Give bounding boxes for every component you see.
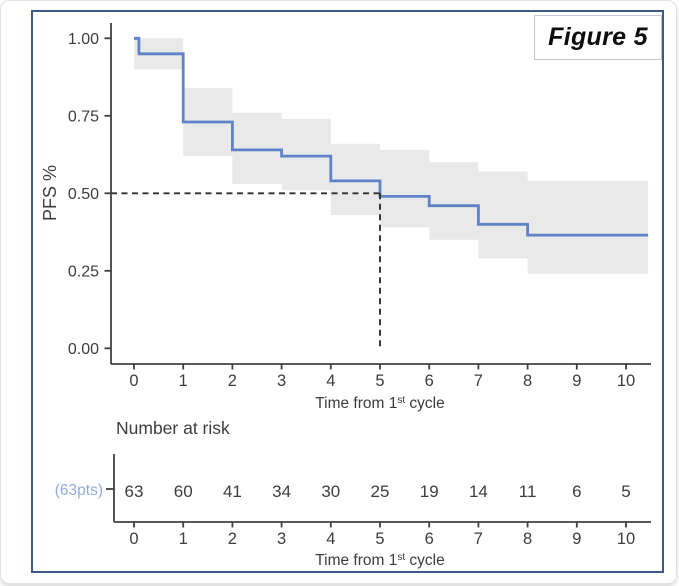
risk-x-tick-label: 8 <box>523 530 532 548</box>
risk-value: 5 <box>621 482 630 501</box>
risk-group-label: (63pts) <box>55 482 103 499</box>
figure-label-box: Figure 5 <box>534 15 662 60</box>
x-tick-label: 0 <box>129 372 138 390</box>
risk-value: 25 <box>371 482 390 501</box>
x-tick-label: 2 <box>228 372 237 390</box>
x-tick-label: 4 <box>326 372 335 390</box>
risk-x-tick-label: 9 <box>572 530 581 548</box>
x-tick-label: 10 <box>617 372 635 390</box>
figure-frame <box>31 10 664 573</box>
risk-value: 34 <box>272 482 291 501</box>
x-tick-label: 9 <box>572 372 581 390</box>
x-tick-label: 8 <box>523 372 532 390</box>
risk-x-tick-label: 1 <box>179 530 188 548</box>
y-axis-title: PFS % <box>40 165 60 221</box>
risk-value: 6 <box>572 482 581 501</box>
risk-x-tick-label: 4 <box>326 530 335 548</box>
risk-value: 41 <box>223 482 242 501</box>
risk-value: 19 <box>420 482 439 501</box>
risk-x-tick-label: 2 <box>228 530 237 548</box>
x-tick-label: 1 <box>179 372 188 390</box>
km-survival-curve <box>134 36 649 237</box>
risk-value: 14 <box>469 482 488 501</box>
risk-value: 11 <box>519 482 537 501</box>
risk-x-tick-label: 10 <box>617 530 635 548</box>
x-tick-label: 6 <box>425 372 434 390</box>
x-tick-label: 7 <box>474 372 483 390</box>
y-tick-label: 0.75 <box>68 108 99 125</box>
risk-x-tick-label: 7 <box>474 530 483 548</box>
x-axis-title: Time from 1st cycle <box>315 395 445 412</box>
risk-value: 63 <box>125 482 144 501</box>
risk-x-tick-label: 3 <box>277 530 286 548</box>
figure-label: Figure 5 <box>548 23 648 51</box>
y-tick-label: 0.25 <box>68 263 99 280</box>
y-tick-label: 1.00 <box>68 31 99 48</box>
x-tick-label: 5 <box>375 372 384 390</box>
y-tick-label: 0.00 <box>68 341 99 358</box>
risk-value: 60 <box>174 482 193 501</box>
risk-x-tick-label: 5 <box>375 530 384 548</box>
y-tick-label: 0.50 <box>68 186 99 203</box>
number-at-risk-title: Number at risk <box>116 418 230 438</box>
x-tick-label: 3 <box>277 372 286 390</box>
risk-x-tick-label: 6 <box>425 530 434 548</box>
risk-value: 30 <box>321 482 340 501</box>
confidence-interval-band <box>134 38 649 274</box>
risk-x-axis-title: Time from 1st cycle <box>315 552 445 569</box>
risk-x-tick-label: 0 <box>129 530 138 548</box>
